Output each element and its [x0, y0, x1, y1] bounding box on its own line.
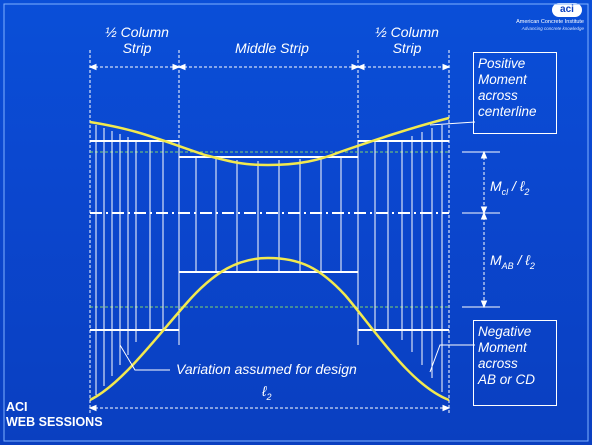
right-strip-label-line2: Strip [392, 40, 422, 56]
aci-logo-line1: American Concrete Institute [516, 19, 584, 25]
l2-label: ℓ2 [262, 383, 272, 402]
aci-logo-mark: aci [552, 3, 582, 17]
reference-lines [90, 151, 449, 308]
arrow [356, 63, 365, 71]
mcl-div: / ℓ [508, 178, 525, 194]
left-strip-label-line1: ½ Column [105, 24, 169, 40]
arrow [88, 63, 97, 71]
mcl-main: M [490, 178, 502, 194]
positive-moment-line1: Positive [478, 56, 526, 71]
mcl-sub: cl [501, 186, 509, 197]
leader-lines [119, 121, 476, 373]
strip-boundaries [89, 50, 450, 413]
positive-moment-line3: across [478, 88, 518, 103]
brand-line2: WEB SESSIONS [6, 415, 103, 429]
variation-note: Variation assumed for design [176, 361, 357, 377]
right-strip-label: ½ Column Strip [362, 24, 452, 56]
brand-line1: ACI [6, 400, 28, 414]
positive-moment-line4: centerline [478, 104, 537, 119]
negative-moment-line4: AB or CD [478, 372, 536, 387]
positive-moment-line2: Moment [478, 72, 527, 87]
mab-sub: AB [501, 260, 514, 271]
negative-moment-line2: Moment [478, 340, 527, 355]
mab-div-sub: 2 [529, 260, 535, 271]
right-strip-label-line1: ½ Column [375, 24, 439, 40]
arrow [177, 63, 186, 71]
aci-logo-line2: Advancing concrete knowledge [521, 26, 584, 31]
bottom-dimension [88, 404, 451, 412]
positive-moment-box: Positive Moment across centerline [473, 52, 557, 134]
middle-strip-label: Middle Strip [235, 40, 309, 56]
column-boundaries [178, 140, 359, 345]
mab-main: M [490, 252, 502, 268]
left-strip-label: ½ Column Strip [92, 24, 182, 56]
arrow [442, 63, 451, 71]
l2-symbol: ℓ [262, 383, 267, 399]
left-strip-label-line2: Strip [122, 40, 152, 56]
aci-web-sessions-brand: ACI WEB SESSIONS [6, 400, 103, 430]
design-moment-bars [90, 140, 449, 331]
negative-moment-curve [89, 256, 450, 402]
mab-div: / ℓ [513, 252, 530, 268]
l2-subscript: 2 [266, 391, 272, 402]
mab-label: MAB / ℓ2 [490, 252, 535, 271]
positive-moment-ordinates [95, 125, 443, 213]
negative-moment-line3: across [478, 356, 518, 371]
right-dimension [462, 150, 500, 309]
negative-moment-line1: Negative [478, 324, 532, 339]
arrow [172, 63, 181, 71]
slide-border [3, 3, 589, 442]
negative-moment-box: Negative Moment across AB or CD [473, 320, 557, 406]
aci-logo: aci American Concrete Institute Advancin… [506, 3, 584, 39]
positive-moment-curve [89, 116, 450, 167]
mcl-label: Mcl / ℓ2 [490, 178, 529, 197]
top-dimension-lines [88, 63, 451, 71]
mcl-div-sub: 2 [524, 186, 530, 197]
arrow [351, 63, 360, 71]
